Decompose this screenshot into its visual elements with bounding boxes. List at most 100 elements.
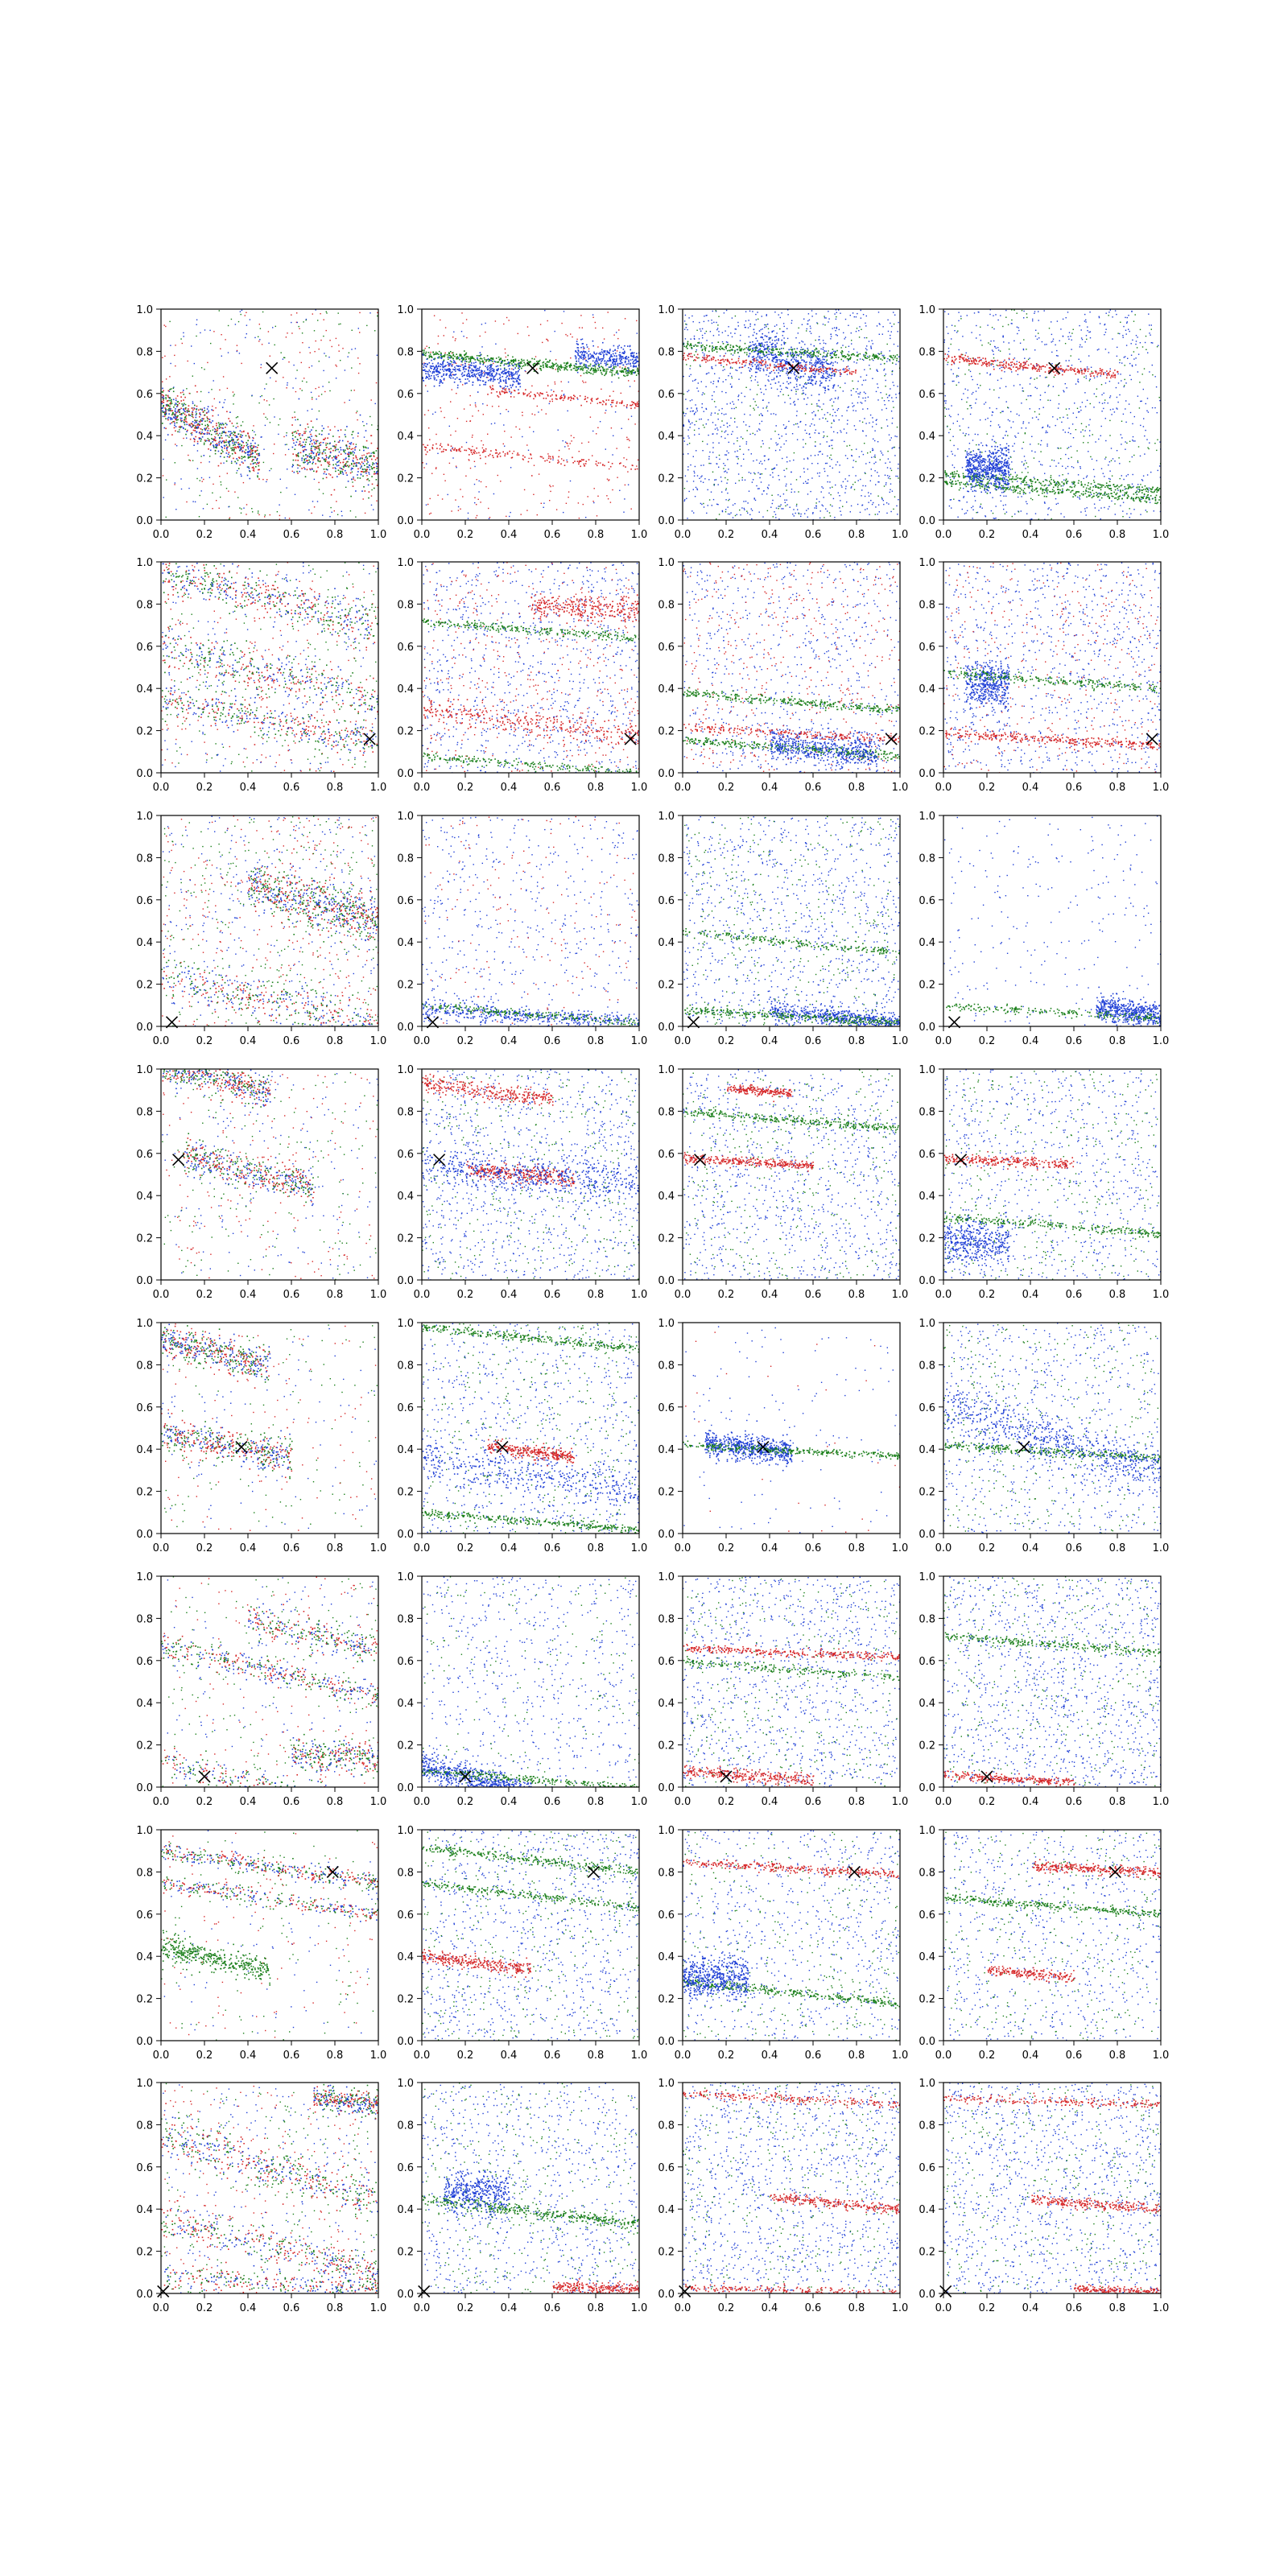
data-point <box>316 436 318 437</box>
data-point <box>884 375 885 376</box>
data-point <box>193 444 195 446</box>
data-point <box>528 335 529 336</box>
data-point <box>213 426 214 427</box>
data-point <box>487 405 488 406</box>
data-point <box>857 504 858 505</box>
data-point <box>576 367 578 369</box>
data-point <box>333 456 335 458</box>
data-point <box>523 365 525 367</box>
data-point <box>184 403 185 405</box>
data-point <box>303 456 304 457</box>
data-point <box>837 362 838 363</box>
data-point <box>444 354 446 356</box>
data-point <box>469 421 470 422</box>
data-point <box>522 365 523 367</box>
data-point <box>320 442 322 444</box>
data-point <box>353 464 355 465</box>
data-point <box>718 467 719 468</box>
data-point <box>729 425 730 426</box>
data-point <box>473 357 474 359</box>
data-point <box>310 438 311 439</box>
data-point <box>476 374 477 375</box>
data-point <box>754 364 755 365</box>
data-point <box>686 498 687 499</box>
data-point <box>166 398 167 399</box>
data-point <box>331 494 332 496</box>
data-point <box>222 440 224 442</box>
data-point <box>811 412 812 413</box>
data-point <box>314 443 316 444</box>
data-point <box>829 466 830 467</box>
data-point <box>491 374 493 375</box>
data-point <box>485 463 486 464</box>
data-point <box>195 425 196 427</box>
data-point <box>357 459 358 460</box>
data-point <box>257 459 258 460</box>
data-point <box>237 439 239 440</box>
data-point <box>192 424 194 426</box>
data-point <box>576 358 577 360</box>
data-point <box>879 323 880 324</box>
data-point <box>894 315 895 316</box>
data-point <box>619 402 621 404</box>
data-point <box>306 439 308 440</box>
data-point <box>807 508 808 509</box>
data-point <box>486 377 488 378</box>
data-point <box>329 443 331 444</box>
data-point <box>749 389 750 390</box>
y-tick-label: 0.0 <box>136 515 153 527</box>
data-point <box>693 489 694 490</box>
data-point <box>311 451 312 452</box>
data-point <box>587 346 588 348</box>
data-point <box>610 466 612 468</box>
data-point <box>373 467 374 468</box>
x-tick-label: 0.0 <box>414 529 431 541</box>
data-point <box>783 493 784 494</box>
data-point <box>456 358 458 360</box>
data-point <box>465 353 467 355</box>
data-point <box>716 427 717 428</box>
data-point <box>831 398 832 399</box>
data-point <box>340 462 341 464</box>
data-point <box>216 433 217 434</box>
data-point <box>888 400 889 401</box>
data-point <box>257 450 258 452</box>
data-point <box>469 367 471 369</box>
data-point <box>340 360 341 361</box>
data-point <box>603 369 605 370</box>
data-point <box>786 504 787 505</box>
data-point <box>347 461 349 463</box>
data-point <box>292 471 293 472</box>
data-point <box>771 379 772 380</box>
data-point <box>175 509 176 510</box>
data-point <box>787 314 788 315</box>
data-point <box>594 362 596 364</box>
data-point <box>507 355 509 357</box>
data-point <box>872 450 873 451</box>
data-point <box>208 428 209 429</box>
data-point <box>850 511 851 512</box>
data-point <box>375 459 377 460</box>
data-point <box>268 343 269 344</box>
data-point <box>192 407 193 409</box>
data-point <box>354 449 356 451</box>
data-point <box>325 449 327 451</box>
data-point <box>224 402 225 403</box>
data-point <box>377 463 378 464</box>
data-point <box>357 477 359 479</box>
data-point <box>505 386 506 387</box>
data-point <box>439 356 440 357</box>
data-point <box>878 505 879 506</box>
data-point <box>616 373 617 374</box>
data-point <box>436 365 437 366</box>
data-point <box>360 477 361 479</box>
data-point <box>236 442 237 444</box>
data-point <box>546 339 547 340</box>
data-point <box>214 398 215 399</box>
data-point <box>431 447 433 448</box>
data-point <box>874 440 875 441</box>
data-point <box>499 391 501 393</box>
data-point <box>585 463 587 464</box>
data-point <box>162 388 163 390</box>
data-point <box>503 391 505 393</box>
